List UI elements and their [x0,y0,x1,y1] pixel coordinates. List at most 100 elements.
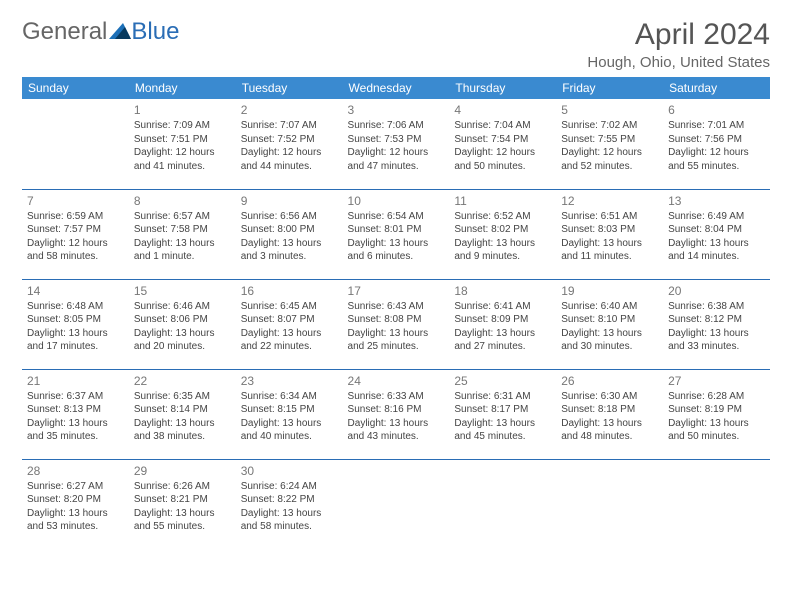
daylight-line: Daylight: 13 hours and 17 minutes. [27,327,124,354]
title-block: April 2024 Hough, Ohio, United States [587,18,770,71]
sunrise-line: Sunrise: 6:51 AM [561,210,658,224]
calendar-week-row: 21Sunrise: 6:37 AMSunset: 8:13 PMDayligh… [22,369,770,459]
sunset-line: Sunset: 7:57 PM [27,223,124,237]
calendar-cell [449,459,556,549]
calendar-cell: 23Sunrise: 6:34 AMSunset: 8:15 PMDayligh… [236,369,343,459]
sunrise-line: Sunrise: 7:07 AM [241,119,338,133]
day-number: 19 [561,283,658,299]
daylight-line: Daylight: 13 hours and 48 minutes. [561,417,658,444]
sunset-line: Sunset: 8:06 PM [134,313,231,327]
sunset-line: Sunset: 7:53 PM [348,133,445,147]
daylight-line: Daylight: 13 hours and 22 minutes. [241,327,338,354]
daylight-line: Daylight: 12 hours and 58 minutes. [27,237,124,264]
sunrise-line: Sunrise: 6:59 AM [27,210,124,224]
sunset-line: Sunset: 8:00 PM [241,223,338,237]
sunset-line: Sunset: 8:18 PM [561,403,658,417]
calendar-cell: 29Sunrise: 6:26 AMSunset: 8:21 PMDayligh… [129,459,236,549]
sunset-line: Sunset: 7:54 PM [454,133,551,147]
calendar-cell [556,459,663,549]
brand-part1: General [22,18,107,46]
calendar-cell: 15Sunrise: 6:46 AMSunset: 8:06 PMDayligh… [129,279,236,369]
calendar-cell: 19Sunrise: 6:40 AMSunset: 8:10 PMDayligh… [556,279,663,369]
sunrise-line: Sunrise: 6:33 AM [348,390,445,404]
sunset-line: Sunset: 8:05 PM [27,313,124,327]
day-number: 26 [561,373,658,389]
day-number: 22 [134,373,231,389]
daylight-line: Daylight: 13 hours and 43 minutes. [348,417,445,444]
sunset-line: Sunset: 7:58 PM [134,223,231,237]
day-number: 7 [27,193,124,209]
sunset-line: Sunset: 8:07 PM [241,313,338,327]
calendar-table: Sunday Monday Tuesday Wednesday Thursday… [22,77,770,549]
calendar-cell: 14Sunrise: 6:48 AMSunset: 8:05 PMDayligh… [22,279,129,369]
daylight-line: Daylight: 13 hours and 35 minutes. [27,417,124,444]
day-number: 14 [27,283,124,299]
calendar-cell: 30Sunrise: 6:24 AMSunset: 8:22 PMDayligh… [236,459,343,549]
calendar-cell: 11Sunrise: 6:52 AMSunset: 8:02 PMDayligh… [449,189,556,279]
sunrise-line: Sunrise: 6:52 AM [454,210,551,224]
sunrise-line: Sunrise: 7:09 AM [134,119,231,133]
sunrise-line: Sunrise: 6:28 AM [668,390,765,404]
day-number: 4 [454,102,551,118]
calendar-week-row: 14Sunrise: 6:48 AMSunset: 8:05 PMDayligh… [22,279,770,369]
calendar-cell: 3Sunrise: 7:06 AMSunset: 7:53 PMDaylight… [343,99,450,189]
day-number: 9 [241,193,338,209]
weekday-saturday: Saturday [663,77,770,99]
calendar-cell: 25Sunrise: 6:31 AMSunset: 8:17 PMDayligh… [449,369,556,459]
daylight-line: Daylight: 12 hours and 41 minutes. [134,146,231,173]
daylight-line: Daylight: 12 hours and 47 minutes. [348,146,445,173]
calendar-cell: 13Sunrise: 6:49 AMSunset: 8:04 PMDayligh… [663,189,770,279]
page-title: April 2024 [587,18,770,52]
calendar-cell: 10Sunrise: 6:54 AMSunset: 8:01 PMDayligh… [343,189,450,279]
calendar-cell: 27Sunrise: 6:28 AMSunset: 8:19 PMDayligh… [663,369,770,459]
sunrise-line: Sunrise: 6:24 AM [241,480,338,494]
sunrise-line: Sunrise: 6:34 AM [241,390,338,404]
weekday-wednesday: Wednesday [343,77,450,99]
sunrise-line: Sunrise: 6:37 AM [27,390,124,404]
day-number: 1 [134,102,231,118]
sunset-line: Sunset: 8:20 PM [27,493,124,507]
sunset-line: Sunset: 8:10 PM [561,313,658,327]
sunrise-line: Sunrise: 6:46 AM [134,300,231,314]
sunset-line: Sunset: 8:21 PM [134,493,231,507]
sunset-line: Sunset: 8:08 PM [348,313,445,327]
day-number: 20 [668,283,765,299]
sunrise-line: Sunrise: 6:26 AM [134,480,231,494]
day-number: 30 [241,463,338,479]
sunset-line: Sunset: 7:56 PM [668,133,765,147]
calendar-cell: 4Sunrise: 7:04 AMSunset: 7:54 PMDaylight… [449,99,556,189]
sunset-line: Sunset: 8:02 PM [454,223,551,237]
weekday-sunday: Sunday [22,77,129,99]
brand-logo: General Blue [22,18,179,46]
daylight-line: Daylight: 13 hours and 33 minutes. [668,327,765,354]
weekday-header-row: Sunday Monday Tuesday Wednesday Thursday… [22,77,770,99]
brand-part2: Blue [131,18,179,46]
calendar-cell: 9Sunrise: 6:56 AMSunset: 8:00 PMDaylight… [236,189,343,279]
daylight-line: Daylight: 13 hours and 9 minutes. [454,237,551,264]
daylight-line: Daylight: 12 hours and 44 minutes. [241,146,338,173]
calendar-week-row: 1Sunrise: 7:09 AMSunset: 7:51 PMDaylight… [22,99,770,189]
calendar-cell: 16Sunrise: 6:45 AMSunset: 8:07 PMDayligh… [236,279,343,369]
calendar-cell: 22Sunrise: 6:35 AMSunset: 8:14 PMDayligh… [129,369,236,459]
daylight-line: Daylight: 13 hours and 6 minutes. [348,237,445,264]
daylight-line: Daylight: 13 hours and 50 minutes. [668,417,765,444]
daylight-line: Daylight: 13 hours and 1 minute. [134,237,231,264]
sunset-line: Sunset: 8:17 PM [454,403,551,417]
daylight-line: Daylight: 12 hours and 55 minutes. [668,146,765,173]
sunrise-line: Sunrise: 7:06 AM [348,119,445,133]
sunrise-line: Sunrise: 6:30 AM [561,390,658,404]
sunrise-line: Sunrise: 6:38 AM [668,300,765,314]
calendar-cell: 5Sunrise: 7:02 AMSunset: 7:55 PMDaylight… [556,99,663,189]
day-number: 18 [454,283,551,299]
sunset-line: Sunset: 8:22 PM [241,493,338,507]
day-number: 29 [134,463,231,479]
calendar-cell: 8Sunrise: 6:57 AMSunset: 7:58 PMDaylight… [129,189,236,279]
calendar-cell: 1Sunrise: 7:09 AMSunset: 7:51 PMDaylight… [129,99,236,189]
day-number: 13 [668,193,765,209]
sunrise-line: Sunrise: 6:27 AM [27,480,124,494]
sunset-line: Sunset: 8:14 PM [134,403,231,417]
sunset-line: Sunset: 8:19 PM [668,403,765,417]
daylight-line: Daylight: 13 hours and 55 minutes. [134,507,231,534]
day-number: 10 [348,193,445,209]
day-number: 25 [454,373,551,389]
